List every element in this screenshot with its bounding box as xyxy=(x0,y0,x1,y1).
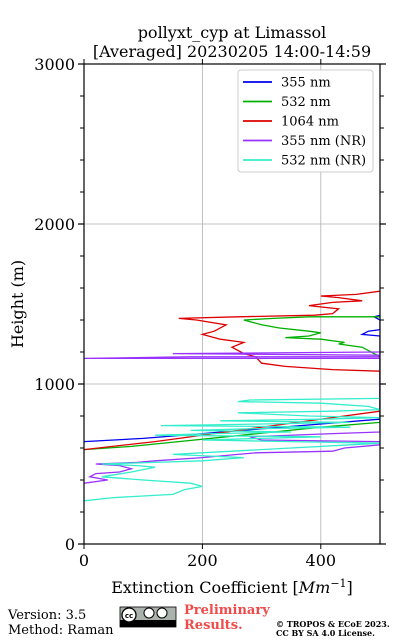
series-line-3 xyxy=(84,290,380,451)
version-text: Version: 3.5 xyxy=(7,608,86,623)
chart-subtitle: [Averaged] 20230205 14:00-14:59 xyxy=(93,42,371,61)
axis-ticks: 0 200 400 0 1000 2000 3000 xyxy=(34,55,386,570)
legend-label-3: 1064 nm xyxy=(281,115,339,130)
cc-by-sa-badge: cc xyxy=(119,606,177,628)
copyright-line-1: © TROPOS & ECoE 2023. xyxy=(276,619,390,629)
series-line-5 xyxy=(84,397,380,502)
legend: 355 nm 532 nm 1064 nm 355 nm (NR) 532 nm (NR… xyxy=(237,69,374,173)
legend-label-1: 355 nm xyxy=(281,76,331,91)
legend-label-5: 532 nm (NR) xyxy=(281,154,366,169)
legend-label-2: 532 nm xyxy=(281,95,331,110)
chart-title: pollyxt_cyp at Limassol xyxy=(138,23,327,42)
x-tick-label: 400 xyxy=(306,551,337,570)
y-tick-label: 3000 xyxy=(34,55,75,74)
series-line-2 xyxy=(84,316,380,451)
y-tick-label: 0 xyxy=(65,535,75,554)
plot-frame xyxy=(83,63,381,545)
x-tick-label: 200 xyxy=(187,551,218,570)
y-tick-label: 1000 xyxy=(34,375,75,394)
footer: Version: 3.5 Method: Raman cc Preliminar… xyxy=(7,603,390,638)
plot-area: 0 200 400 0 1000 2000 3000 xyxy=(34,55,386,570)
y-tick-label: 2000 xyxy=(34,215,75,234)
legend-entries: 355 nm 532 nm 1064 nm 355 nm (NR) 532 nm (NR… xyxy=(243,76,366,169)
results-label: Results. xyxy=(184,618,243,633)
legend-box xyxy=(237,69,374,173)
svg-text:cc: cc xyxy=(125,612,133,620)
x-axis-label: Extinction Coefficient [Mm−1] xyxy=(111,577,353,597)
series-lines xyxy=(84,290,380,502)
series-line-4 xyxy=(84,351,380,484)
method-text: Method: Raman xyxy=(8,623,114,638)
y-axis-label: Height (m) xyxy=(8,260,27,348)
preliminary-label: Preliminary xyxy=(184,603,270,618)
legend-label-4: 355 nm (NR) xyxy=(281,134,366,149)
copyright-line-2: CC BY SA 4.0 License. xyxy=(276,628,375,638)
x-tick-label: 0 xyxy=(79,551,89,570)
